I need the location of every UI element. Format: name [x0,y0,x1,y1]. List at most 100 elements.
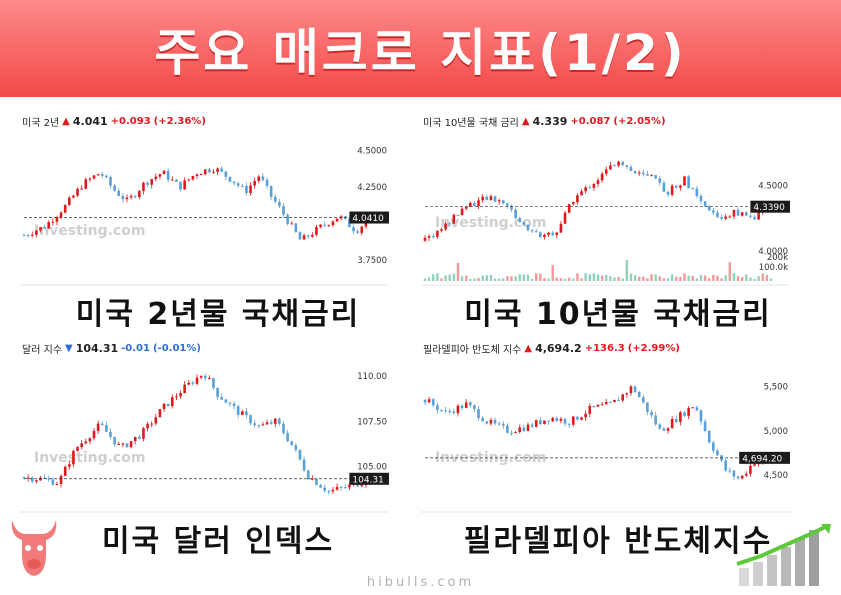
candle-body [47,478,51,480]
candle [469,401,472,408]
candle [456,214,460,217]
candle [26,233,30,238]
candle-body [674,419,678,423]
candle-body [658,424,662,429]
candle [716,209,719,219]
candle [80,440,83,450]
candle [117,188,121,197]
candle-body [621,394,625,401]
candle [662,180,666,193]
candle-body [501,423,505,426]
candle-body [613,399,616,403]
candle [431,233,435,239]
candle-body [740,475,744,479]
candle [571,416,575,427]
candle-body [175,396,178,398]
candle [707,429,711,444]
candle [712,207,715,216]
candle [179,181,182,192]
volume-bar [745,274,748,281]
candle [427,234,431,241]
volume-bar [625,259,629,281]
candle [241,183,244,188]
candle-body [80,188,83,190]
candle-body [567,204,571,213]
candle [265,177,269,189]
volume-bar [572,278,575,281]
candle-body [59,212,63,218]
candle-body [506,203,509,206]
candle-body [695,188,699,196]
candle-body [43,477,46,479]
candle [175,178,178,182]
candle [88,177,92,183]
candle [294,442,298,453]
candle [654,411,657,426]
candle-body [621,161,625,166]
candle-body [315,227,318,235]
candle-body [452,214,456,224]
candle [444,221,447,232]
candle-body [464,402,468,408]
candle-body [290,223,294,225]
candle [187,179,191,182]
y-tick-label: 110.00 [357,372,387,382]
candle [55,481,59,486]
candle-body [125,443,129,448]
candle-body [245,185,248,194]
candle [571,201,575,206]
candle [224,398,228,403]
candle-body [47,222,51,229]
candle [514,207,517,220]
instrument-name: 필라델피아 반도체 지수 [423,344,522,356]
volume-bar [530,278,534,281]
candle [76,446,79,452]
candle [343,483,347,489]
volume-bar [728,262,732,281]
candle-body [753,464,756,466]
candle-body [208,169,211,173]
candle [286,213,289,226]
candle-body [551,418,554,422]
candle-body [596,180,600,185]
candle-body [59,475,63,484]
candle-body [241,411,244,415]
candle [621,161,625,166]
candle [728,214,732,218]
candle-body [298,449,302,460]
candle [39,226,42,233]
quote-change-pct: (+2.36%) [153,115,206,127]
candle [510,204,513,213]
y-tick-label: 105.00 [357,462,387,472]
volume-bar [497,278,501,281]
candle-body [35,480,38,482]
candle [96,173,100,176]
candle [679,184,682,191]
candle-body [460,208,464,216]
candle [699,409,703,425]
volume-bar [609,276,612,281]
candle-body [712,210,715,213]
candle [133,436,137,445]
candle [84,177,88,190]
candle-body [687,176,690,189]
candle-body [232,403,236,407]
candle [683,410,686,417]
candle [695,186,699,199]
candle [282,202,285,218]
volume-bar [522,274,526,281]
candle-body [497,423,501,425]
candle [637,390,641,398]
candle-body [195,377,199,384]
volume-bar [687,275,690,281]
candle [286,429,289,443]
candle [245,408,248,418]
candle-body [670,185,674,195]
candle [592,405,596,409]
candle-body [228,402,232,404]
candle [749,213,752,219]
candle [261,173,265,182]
candle-body [679,412,682,423]
volume-bar [703,275,707,281]
candle-body [360,485,364,487]
